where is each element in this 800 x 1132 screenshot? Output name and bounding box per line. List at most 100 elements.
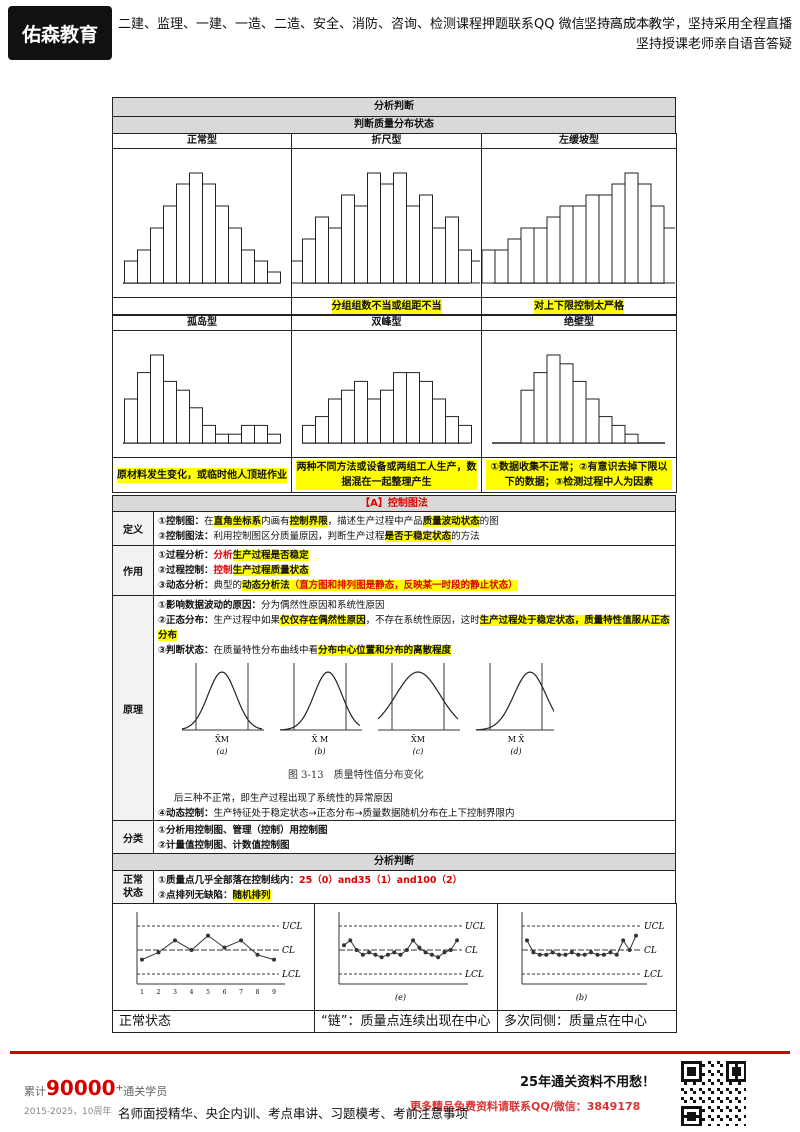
- text-segment: ①过程分析：: [158, 550, 214, 561]
- text-segment: 25（0）and35（1）and100（2）: [299, 875, 463, 886]
- qr-cell: [699, 1079, 702, 1082]
- chart-point: [173, 938, 177, 943]
- qr-cell: [735, 1067, 738, 1070]
- qr-cell: [684, 1082, 687, 1085]
- text-line: ①控制图：在直角坐标系内画有控制界限，描述生产过程中产品质量波动状态的图: [158, 514, 671, 529]
- histogram-bar: [533, 372, 548, 444]
- qr-cell: [708, 1070, 711, 1073]
- text-line: ①过程分析：分析生产过程是否稳定: [158, 548, 671, 563]
- qr-cell: [726, 1064, 729, 1067]
- cause-cell: ①数据收集不正常；②有意识去掉下限以下的数据；③检测过程中人为因素: [481, 457, 677, 493]
- histogram-bar: [520, 227, 535, 284]
- chart-point: [354, 948, 359, 952]
- curve-mark: M X̄: [508, 735, 525, 744]
- type-name: 折尺型: [291, 133, 482, 149]
- chart-point: [455, 938, 459, 943]
- text-segment: 分析: [213, 550, 233, 561]
- row-body: ①控制图：在直角坐标系内画有控制界限，描述生产过程中产品质量波动状态的图 ②控制…: [153, 511, 676, 546]
- qr-cell: [690, 1079, 693, 1082]
- row-body: ①影响数据波动的原因：分为偶然性原因和系统性原因 ②正态分布：生产过程中如果仅仅…: [153, 595, 676, 821]
- histogram-bar: [611, 183, 626, 284]
- qr-cell: [741, 1079, 744, 1082]
- histogram-bar: [241, 249, 255, 284]
- histogram-bar: [137, 372, 151, 444]
- chart-point: [156, 950, 161, 955]
- text-segment: 直角坐标系: [213, 516, 262, 527]
- qr-cell: [684, 1079, 687, 1082]
- qr-cell: [693, 1061, 696, 1064]
- histogram-bar: [228, 227, 242, 284]
- chart-point: [531, 950, 536, 955]
- histogram-bar: [458, 249, 472, 284]
- qr-cell: [684, 1106, 687, 1109]
- curve-label: (c): [413, 747, 424, 756]
- chart-point: [544, 952, 549, 957]
- x-tick-label: 3: [173, 989, 177, 996]
- curve-label: (b): [314, 747, 325, 756]
- qr-cell: [696, 1106, 699, 1109]
- text-line: ②正态分布：生产过程中如果仅仅存在偶然性原因，不存在系统性原因，这时生产过程处于…: [158, 613, 671, 643]
- text-line: ②控制图法：利用控制图区分质量原因，判断生产过程是否于稳定状态的方法: [158, 529, 671, 544]
- curve-mark: X̄M: [215, 735, 229, 744]
- qr-cell: [681, 1097, 684, 1100]
- histogram-bar: [520, 389, 535, 444]
- qr-cell: [681, 1121, 684, 1124]
- qr-cell: [699, 1067, 702, 1070]
- histogram-bar: [380, 389, 394, 444]
- qr-cell: [693, 1106, 696, 1109]
- cause-cell: 分组组数不当或组距不当: [291, 297, 482, 315]
- total-sup: +: [115, 1082, 124, 1094]
- chart-point: [557, 952, 562, 957]
- histogram-bar: [176, 183, 190, 284]
- text-line: ②点排列无缺陷：随机排列: [158, 888, 671, 903]
- text-segment: ，不存在系统性原因，这时: [365, 615, 480, 626]
- qr-cell: [684, 1091, 687, 1094]
- row-label: 定义: [112, 511, 154, 546]
- chart-point: [342, 943, 346, 948]
- qr-cell: [717, 1061, 720, 1064]
- chart-point: [423, 950, 428, 955]
- qr-cell: [717, 1106, 720, 1109]
- qr-cell: [690, 1073, 693, 1076]
- histogram-bar: [289, 260, 303, 284]
- histogram-bar: [637, 183, 652, 284]
- qr-cell: [690, 1070, 693, 1073]
- chart-line: [141, 934, 275, 961]
- qr-cell: [681, 1115, 684, 1118]
- histogram-bar: [572, 380, 587, 444]
- text-segment: 利用控制图区分质量原因，判断生产过程: [213, 531, 385, 542]
- qr-cell: [711, 1064, 714, 1067]
- qr-cell: [720, 1109, 723, 1112]
- text-line: ③动态分析：典型的动态分析法（直方图和排列图是静态，反映某一时段的静止状态）: [158, 578, 671, 593]
- cause-cell: 两种不同方法或设备或两组工人生产，数据混在一起整理产生: [291, 457, 482, 493]
- text-line: ①质量点几乎全部落在控制线内：25（0）and35（1）and100（2）: [158, 873, 671, 888]
- histogram-bar: [354, 205, 368, 284]
- qr-cell: [735, 1088, 738, 1091]
- qr-cell: [741, 1061, 744, 1064]
- type-name: 双峰型: [291, 315, 482, 331]
- histogram-bar: [189, 172, 203, 284]
- qr-cell: [726, 1124, 729, 1126]
- chart-point: [525, 938, 529, 943]
- histogram-bar: [406, 205, 420, 284]
- histogram-bar: [354, 380, 368, 444]
- qr-cell: [693, 1070, 696, 1073]
- histogram-bar: [624, 172, 639, 284]
- chart-point: [348, 938, 353, 943]
- histogram-bar: [445, 216, 459, 284]
- histogram-bar: [432, 398, 446, 444]
- histogram-bar: [163, 205, 177, 284]
- row-label: 分类: [112, 820, 154, 854]
- qr-cell: [681, 1118, 684, 1121]
- histogram-bar: [302, 424, 316, 444]
- qr-cell: [708, 1115, 711, 1118]
- qr-cell: [726, 1115, 729, 1118]
- qr-cell: [744, 1064, 746, 1067]
- normal-curve: [377, 671, 459, 720]
- histogram-bar: [328, 227, 342, 284]
- qr-cell: [696, 1115, 699, 1118]
- histogram-bar: [611, 424, 626, 444]
- qr-cell: [729, 1079, 732, 1082]
- qr-cell: [729, 1118, 732, 1121]
- qr-cell: [726, 1079, 729, 1082]
